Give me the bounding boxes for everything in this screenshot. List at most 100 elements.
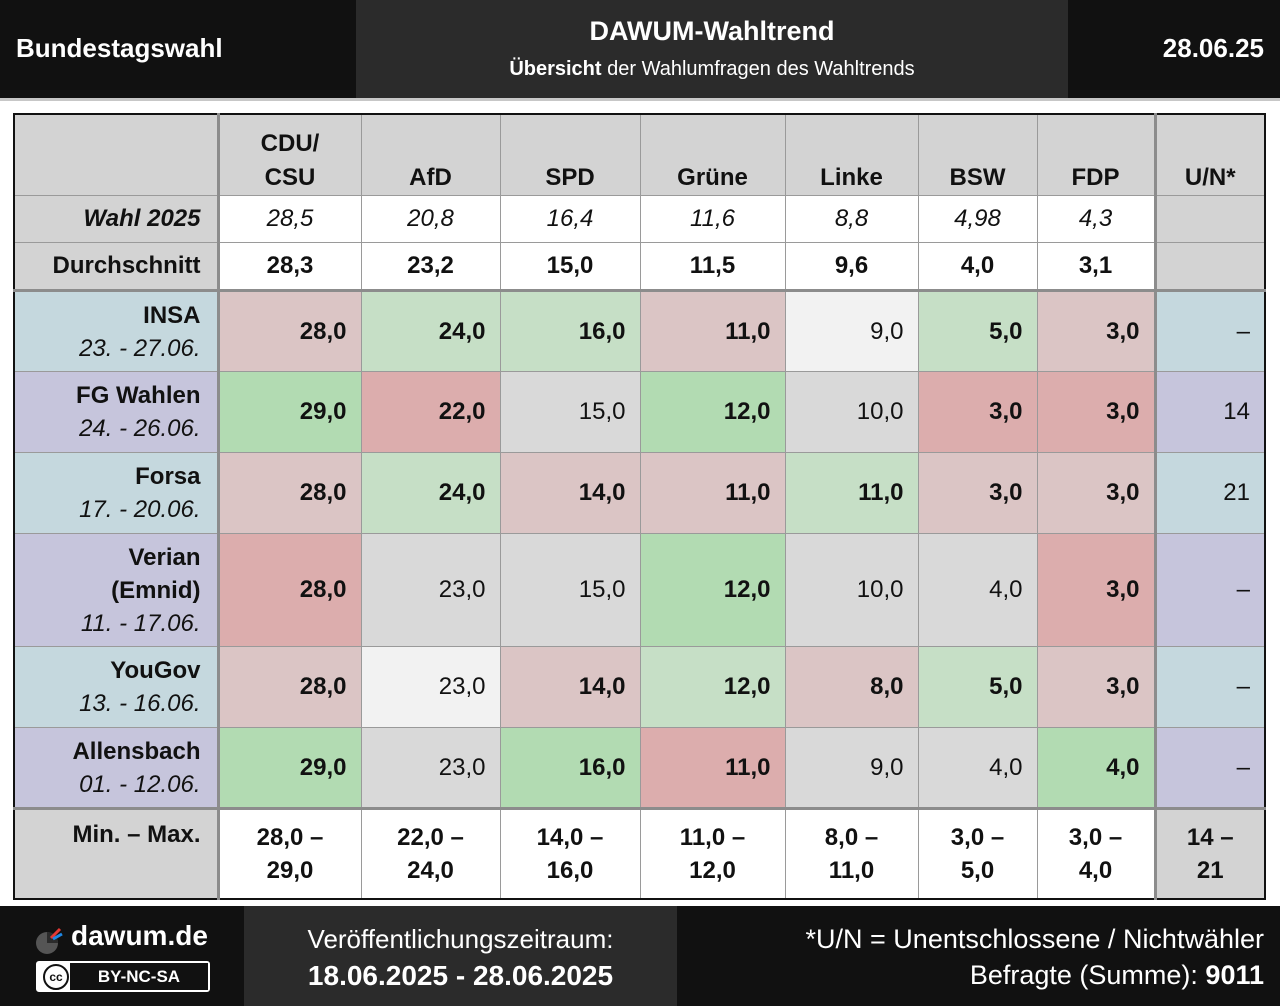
institute-label: Forsa 17. - 20.06. bbox=[13, 452, 220, 534]
value-cell: 11,5 bbox=[639, 242, 786, 291]
party-header: CDU/CSU bbox=[217, 113, 362, 196]
value-cell: 8,8 bbox=[784, 195, 919, 243]
min-max-row: Min. – Max. 28,0 – 29,0 22,0 – 24,0 14,0 – 16,… bbox=[13, 807, 1266, 900]
poll-value-cell: 28,0 bbox=[217, 452, 362, 534]
institute-label: INSA 23. - 27.06. bbox=[13, 289, 220, 372]
value-cell bbox=[1153, 195, 1266, 243]
value-cell: 4,98 bbox=[917, 195, 1038, 243]
poll-value-cell: 21 bbox=[1153, 452, 1266, 534]
institute-name-line2: (Emnid) bbox=[111, 576, 201, 604]
footer-period: Veröffentlichungszeitraum: 18.06.2025 - … bbox=[244, 906, 677, 1006]
poll-value-cell: 15,0 bbox=[499, 371, 641, 453]
survey-dates: 01. - 12.06. bbox=[79, 770, 201, 798]
min-value: 14,0 – bbox=[536, 824, 604, 851]
poll-value-cell: 9,0 bbox=[784, 289, 919, 372]
poll-value-cell: 23,0 bbox=[360, 646, 501, 728]
poll-value-cell: 3,0 bbox=[1036, 289, 1156, 372]
period-label: Veröffentlichungszeitraum: bbox=[307, 924, 614, 954]
poll-value-cell: 24,0 bbox=[360, 289, 501, 372]
poll-value-cell: 3,0 bbox=[917, 371, 1038, 453]
page-subtitle: Übersicht der Wahlumfragen des Wahltrend… bbox=[356, 58, 1068, 81]
institute-row: YouGov 13. - 16.06. 28,0 23,0 14,0 12,0 8,0 5,0… bbox=[13, 646, 1266, 728]
poll-value-cell: 22,0 bbox=[360, 371, 501, 453]
value-cell: 16,4 bbox=[499, 195, 641, 243]
poll-value-cell: 14,0 bbox=[499, 646, 641, 728]
institute-row: Forsa 17. - 20.06. 28,0 24,0 14,0 11,0 11,0 3,0… bbox=[13, 452, 1266, 534]
header-center: DAWUM-Wahltrend Übersicht der Wahlumfrag… bbox=[356, 0, 1068, 98]
poll-value-cell: 11,0 bbox=[639, 289, 786, 372]
poll-value-cell: 11,0 bbox=[639, 727, 786, 809]
institute-name: Forsa bbox=[135, 463, 201, 490]
institute-name: YouGov bbox=[110, 657, 201, 684]
poll-value-cell: 10,0 bbox=[784, 533, 919, 647]
value-cell: 9,6 bbox=[784, 242, 919, 291]
institute-label: Verian (Emnid) 11. - 17.06. bbox=[13, 533, 220, 647]
value-cell: 28,3 bbox=[217, 242, 362, 291]
header-corner bbox=[13, 113, 220, 196]
institute-row: INSA 23. - 27.06. 28,0 24,0 16,0 11,0 9,0 5,0 3,… bbox=[13, 289, 1266, 372]
header-divider bbox=[0, 98, 1280, 101]
election-label: Bundestagswahl bbox=[16, 33, 223, 63]
poll-value-cell: 3,0 bbox=[1036, 452, 1156, 534]
party-header: U/N* bbox=[1153, 113, 1266, 196]
poll-value-cell: 12,0 bbox=[639, 533, 786, 647]
survey-dates: 17. - 20.06. bbox=[79, 496, 201, 523]
header-date: 28.06.25 bbox=[1162, 33, 1264, 63]
poll-value-cell: 16,0 bbox=[499, 727, 641, 809]
poll-value-cell: 3,0 bbox=[917, 452, 1038, 534]
poll-value-cell: 23,0 bbox=[360, 533, 501, 647]
poll-value-cell: 5,0 bbox=[917, 646, 1038, 728]
poll-value-cell: 14 bbox=[1153, 371, 1266, 453]
party-name-line2: FDP bbox=[1071, 164, 1120, 191]
poll-value-cell: 15,0 bbox=[499, 533, 641, 647]
cc-left: cc bbox=[40, 964, 70, 990]
poll-value-cell: 4,0 bbox=[1036, 727, 1156, 809]
institute-row: Allensbach 01. - 12.06. 29,0 23,0 16,0 11,0 9,… bbox=[13, 727, 1266, 809]
poll-value-cell: 23,0 bbox=[360, 727, 501, 809]
election-result-row: Wahl 2025 28,5 20,8 16,4 11,6 8,8 4,98 4,3 bbox=[13, 195, 1266, 243]
party-header: BSW bbox=[917, 113, 1038, 196]
survey-dates: 13. - 16.06. bbox=[79, 690, 201, 717]
party-name-line2: U/N* bbox=[1184, 164, 1236, 191]
header-bar: Bundestagswahl DAWUM-Wahltrend Übersicht… bbox=[0, 0, 1280, 98]
respondents: Befragte (Summe): 9011 bbox=[970, 960, 1264, 991]
respondents-value: 9011 bbox=[1205, 960, 1264, 990]
max-value: 16,0 bbox=[546, 857, 594, 884]
cc-icon: cc bbox=[43, 964, 69, 990]
institute-label: YouGov 13. - 16.06. bbox=[13, 646, 220, 728]
institute-name: Verian bbox=[128, 543, 201, 571]
institute-name: Allensbach bbox=[72, 737, 201, 765]
respondents-label: Befragte (Summe): bbox=[969, 960, 1206, 990]
max-value: 5,0 bbox=[960, 857, 995, 884]
value-cell bbox=[1153, 242, 1266, 291]
poll-value-cell: 12,0 bbox=[639, 646, 786, 728]
party-name-line2: Grüne bbox=[677, 164, 748, 191]
poll-value-cell: – bbox=[1153, 533, 1266, 647]
min-value: 22,0 – bbox=[397, 824, 464, 851]
party-name-line2: CSU bbox=[264, 164, 316, 191]
value-cell: 15,0 bbox=[499, 242, 641, 291]
poll-table: CDU/CSU AfD SPD Grüne Linke BSW FDP U/N* Wahl 20… bbox=[13, 113, 1266, 900]
min-value: 14 – bbox=[1186, 824, 1234, 851]
party-header: Linke bbox=[784, 113, 919, 196]
poll-value-cell: 11,0 bbox=[784, 452, 919, 534]
poll-value-cell: 8,0 bbox=[784, 646, 919, 728]
poll-value-cell: 12,0 bbox=[639, 371, 786, 453]
max-value: 11,0 bbox=[828, 857, 875, 884]
value-cell: 28,5 bbox=[217, 195, 362, 243]
poll-value-cell: 14,0 bbox=[499, 452, 641, 534]
min-value: 8,0 – bbox=[824, 824, 879, 851]
poll-value-cell: 28,0 bbox=[217, 646, 362, 728]
institute-label: Allensbach 01. - 12.06. bbox=[13, 727, 220, 809]
header-left: Bundestagswahl bbox=[0, 0, 356, 98]
license-label: BY-NC-SA bbox=[70, 963, 208, 990]
institute-name: FG Wahlen bbox=[76, 382, 201, 409]
subtitle-rest: der Wahlumfragen des Wahltrends bbox=[601, 58, 915, 80]
footer-logo-area: dawum.de cc BY-NC-SA bbox=[0, 906, 244, 1006]
poll-value-cell: 3,0 bbox=[1036, 533, 1156, 647]
party-header-row: CDU/CSU AfD SPD Grüne Linke BSW FDP U/N* bbox=[13, 113, 1266, 196]
poll-value-cell: 9,0 bbox=[784, 727, 919, 809]
max-value: 21 bbox=[1196, 857, 1224, 884]
page-title: DAWUM-Wahltrend bbox=[589, 16, 835, 46]
value-cell: 4,0 bbox=[917, 242, 1038, 291]
